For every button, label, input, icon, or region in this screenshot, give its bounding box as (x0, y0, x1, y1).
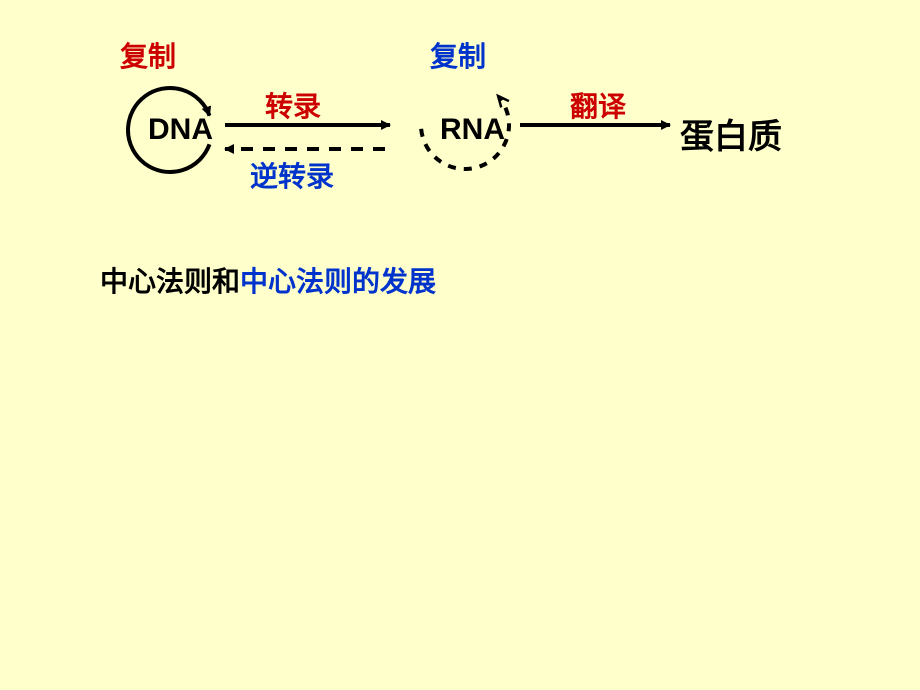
label-translation: 翻译 (570, 85, 626, 125)
label-dna-replication: 复制 (120, 35, 176, 75)
node-rna: RNA (440, 113, 505, 147)
node-protein: 蛋白质 (680, 109, 782, 158)
caption: 中心法则和中心法则的发展 (100, 260, 436, 300)
label-reverse-transcription: 逆转录 (250, 155, 334, 195)
caption-part2: 中心法则的发展 (240, 266, 436, 297)
label-transcription: 转录 (265, 85, 321, 125)
label-rna-replication: 复制 (430, 35, 486, 75)
caption-part1: 中心法则和 (100, 266, 240, 297)
node-dna: DNA (148, 113, 213, 147)
central-dogma-diagram: DNA RNA 蛋白质 复制 转录 逆转录 复制 翻译 (100, 35, 880, 235)
